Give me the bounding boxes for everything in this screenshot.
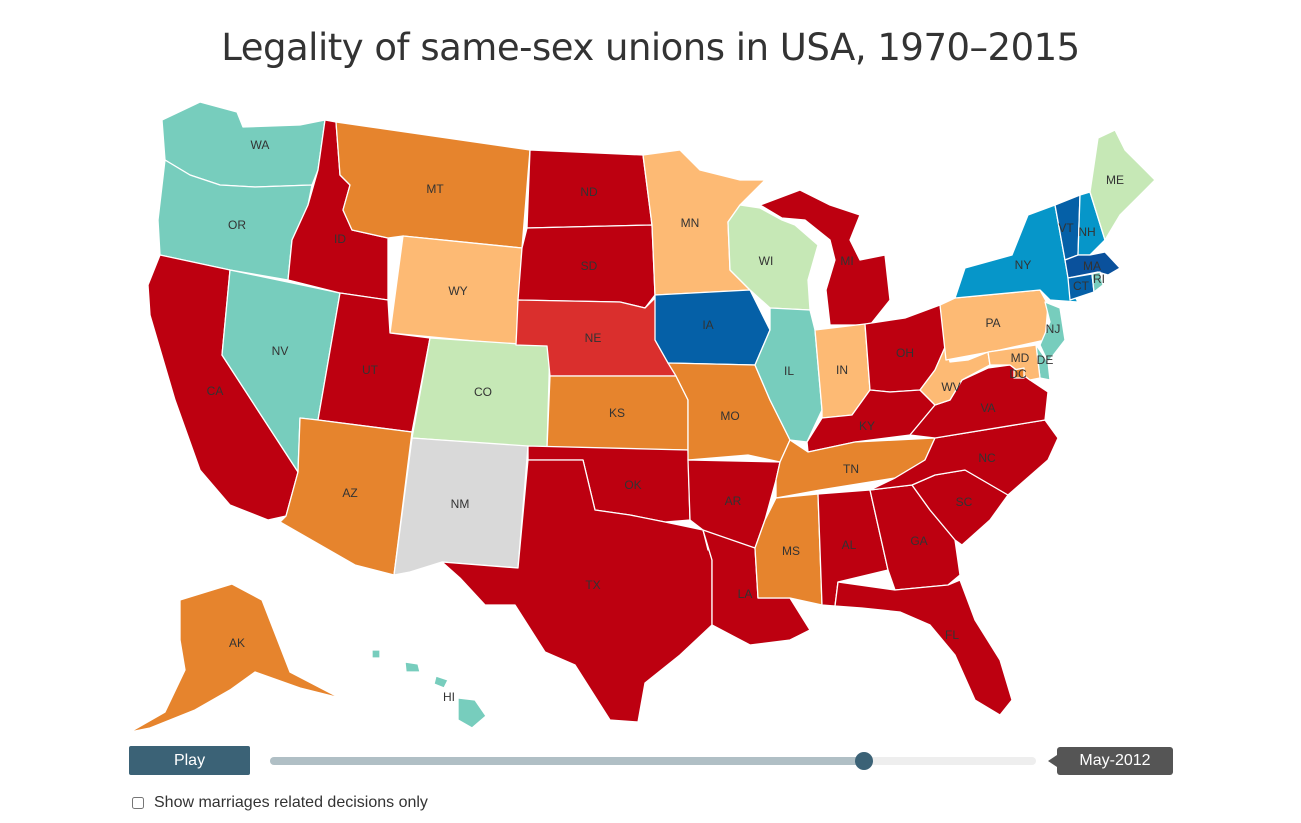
date-badge: May-2012 — [1057, 747, 1173, 775]
marriage-filter-label[interactable]: Show marriages related decisions only — [154, 794, 428, 811]
state-NC[interactable] — [869, 419, 1059, 496]
label-HI: HI — [443, 690, 455, 704]
state-SD[interactable] — [517, 224, 656, 309]
slider-fill — [270, 757, 864, 765]
state-AK[interactable] — [129, 583, 341, 733]
state-NM[interactable] — [393, 437, 529, 576]
state-HI-island-2[interactable] — [433, 675, 449, 689]
state-NH[interactable] — [1077, 191, 1106, 256]
state-TX[interactable] — [441, 459, 713, 723]
state-HI[interactable] — [457, 697, 487, 729]
state-DC[interactable] — [1013, 367, 1025, 379]
state-IL[interactable] — [754, 307, 823, 443]
us-map: WA OR CA NV ID MT WY UT CO AZ NM ND SD N… — [128, 95, 1173, 735]
state-ME[interactable] — [1089, 129, 1156, 241]
state-HI-island-3[interactable] — [404, 661, 421, 673]
date-badge-pointer — [1048, 755, 1057, 767]
state-ND[interactable] — [526, 149, 653, 229]
state-CO[interactable] — [411, 337, 551, 449]
timeline-slider[interactable] — [270, 752, 1036, 770]
marriage-filter-checkbox[interactable] — [132, 797, 144, 809]
state-MD[interactable] — [987, 344, 1041, 381]
state-CT[interactable] — [1067, 273, 1095, 301]
state-WI[interactable] — [727, 204, 819, 311]
state-IA[interactable] — [654, 289, 771, 366]
state-WY[interactable] — [389, 235, 523, 346]
state-RI[interactable] — [1091, 271, 1104, 293]
state-MI[interactable] — [759, 189, 891, 326]
state-FL[interactable] — [834, 579, 1013, 716]
state-MT[interactable] — [335, 121, 531, 249]
map-title: Legality of same-sex unions in USA, 1970… — [221, 26, 1080, 69]
us-map-svg: WA OR CA NV ID MT WY UT CO AZ NM ND SD N… — [129, 101, 1156, 733]
state-AZ[interactable] — [279, 417, 413, 576]
state-HI-island-4[interactable] — [371, 649, 381, 659]
state-KS[interactable] — [546, 375, 689, 451]
filter-row: Show marriages related decisions only — [130, 793, 428, 813]
play-button[interactable]: Play — [129, 746, 250, 775]
slider-handle[interactable] — [854, 752, 873, 770]
